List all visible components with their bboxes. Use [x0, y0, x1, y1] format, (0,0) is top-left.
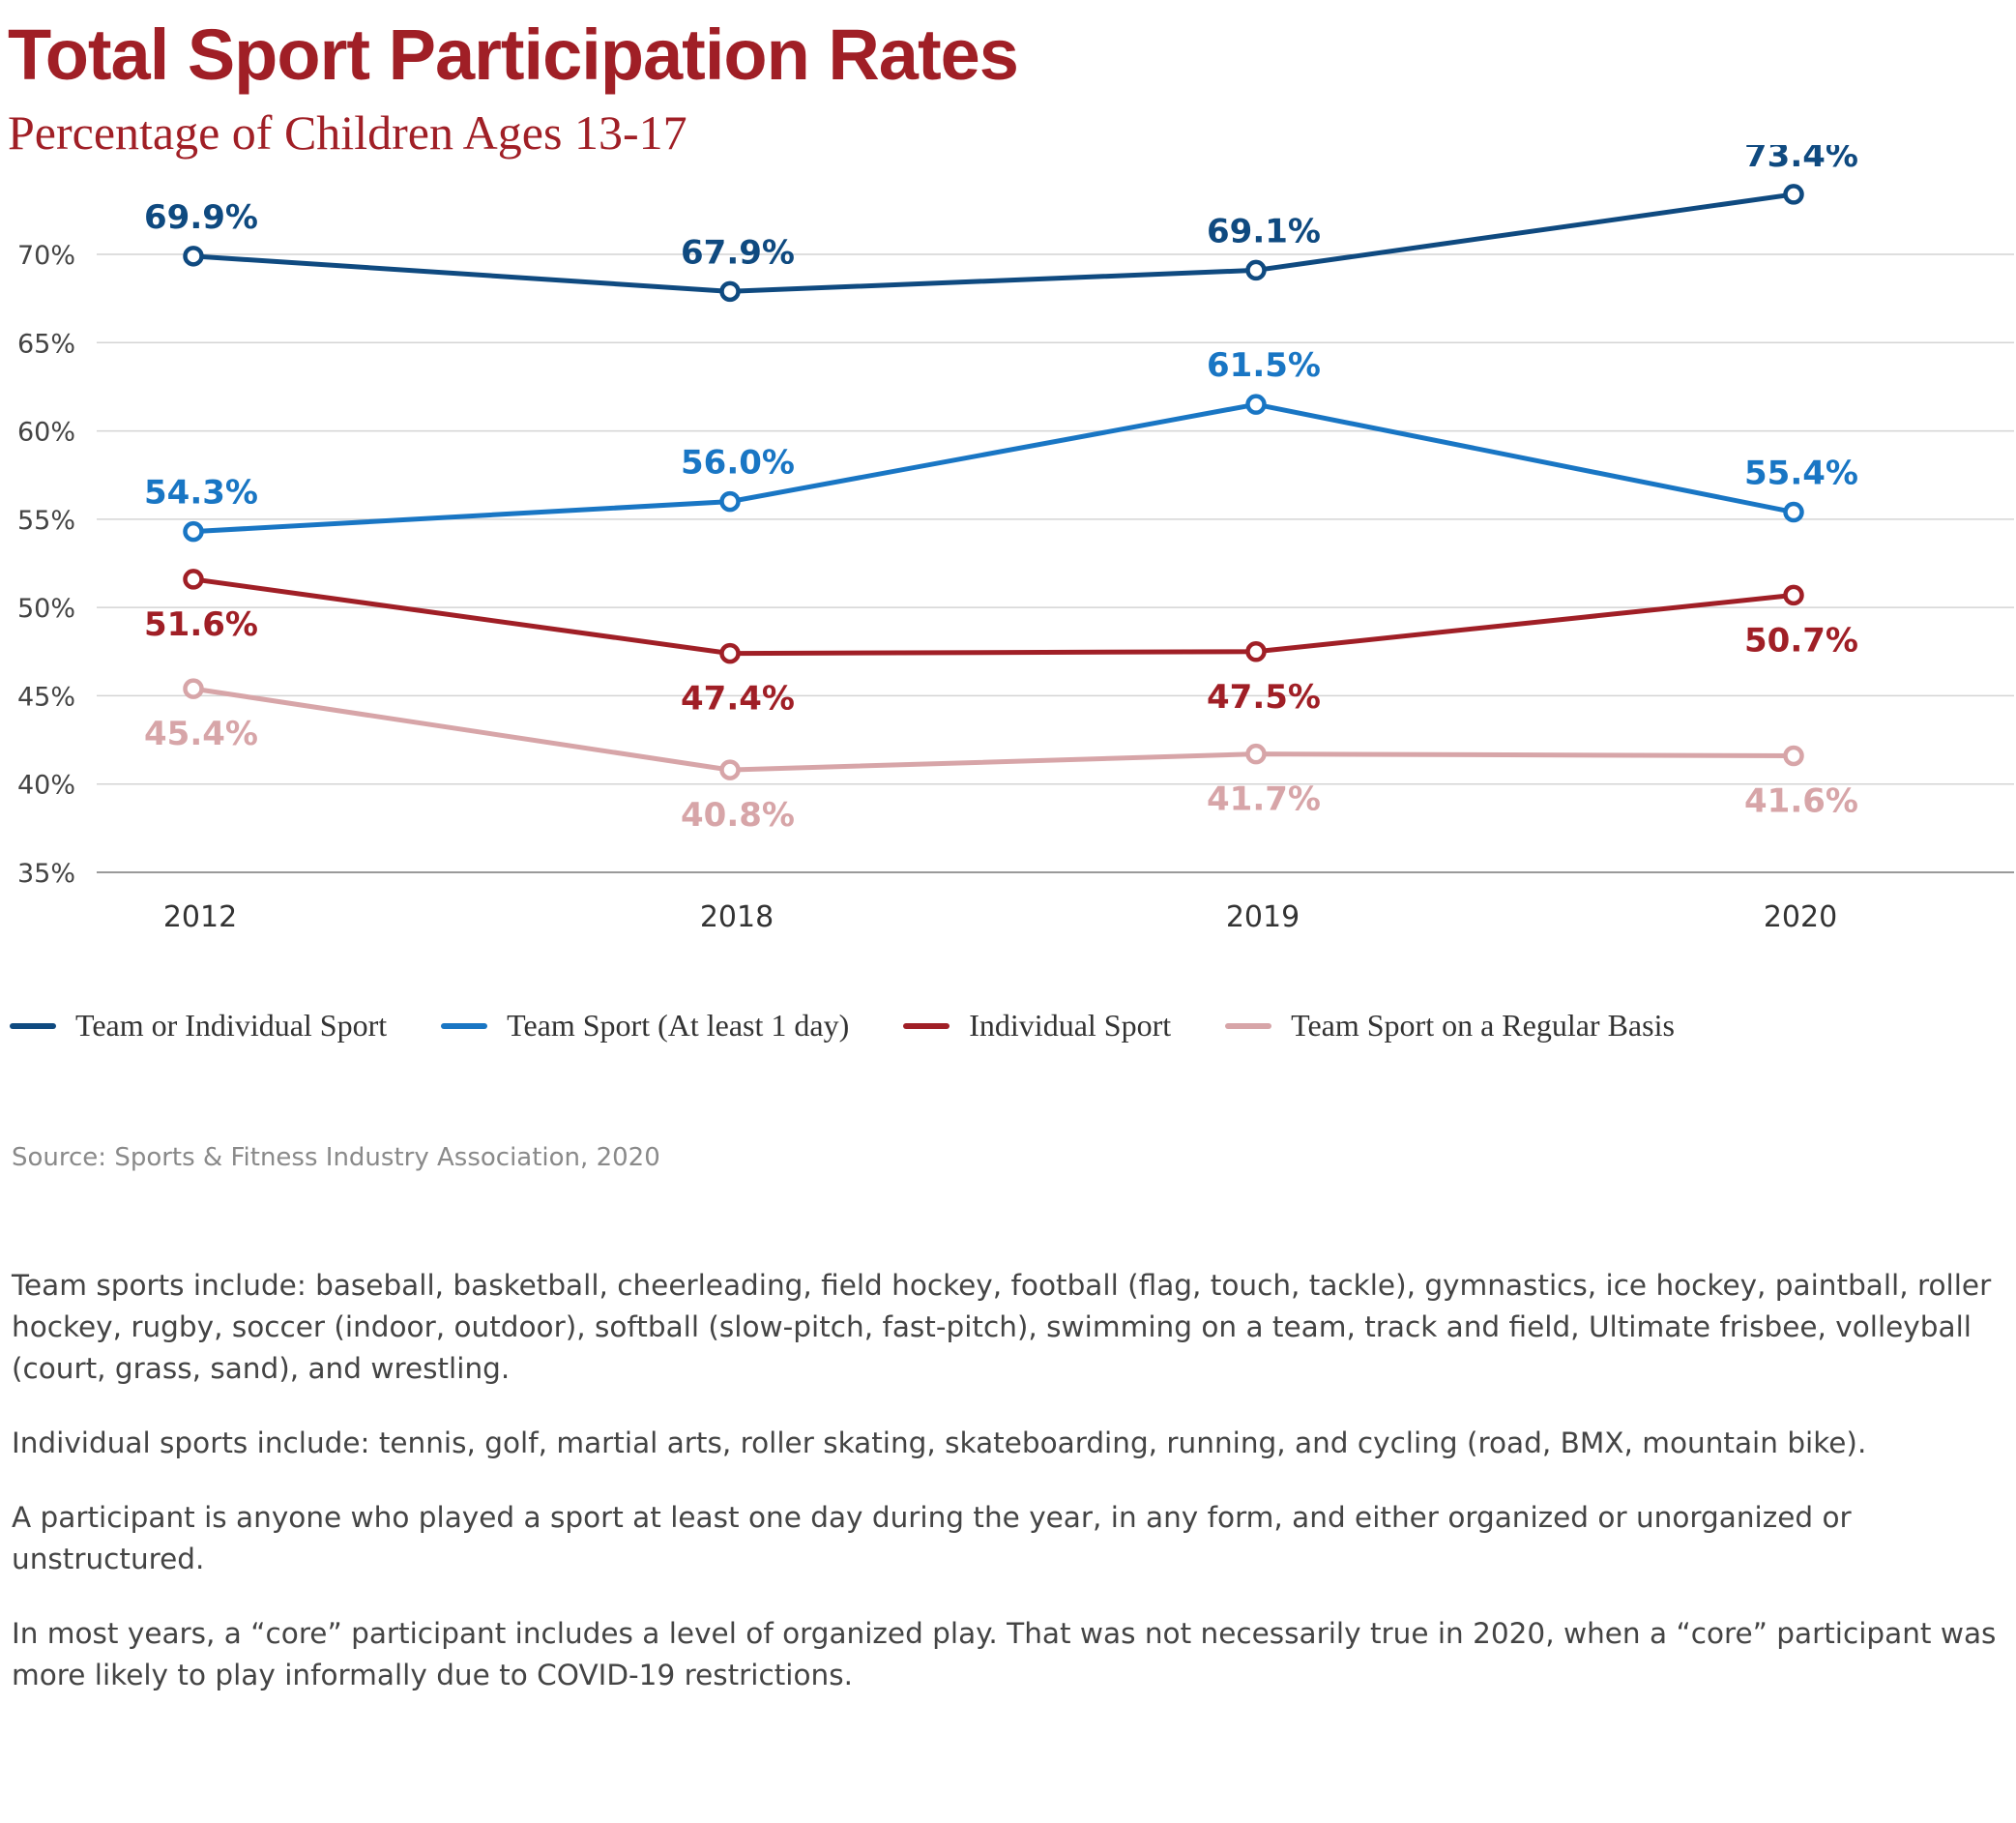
x-tick-label: 2019 — [1226, 900, 1300, 934]
data-label: 51.6% — [144, 605, 258, 644]
data-label: 73.4% — [1744, 145, 1858, 175]
source-note: Source: Sports & Fitness Industry Associ… — [12, 1143, 660, 1172]
data-point — [719, 490, 741, 513]
data-point — [1783, 184, 1804, 205]
data-label: 67.9% — [681, 233, 795, 272]
legend-swatch — [10, 1022, 56, 1029]
data-label: 61.5% — [1207, 346, 1321, 385]
data-point — [183, 520, 204, 543]
data-point — [1783, 584, 1804, 606]
data-label: 41.7% — [1207, 780, 1321, 819]
data-label: 69.1% — [1207, 212, 1321, 250]
legend-item-team-or-individual: Team or Individual Sport — [10, 1008, 387, 1044]
data-label: 69.9% — [144, 198, 258, 237]
legend-item-individual-sport: Individual Sport — [903, 1008, 1171, 1044]
legend-item-team-sport-regular: Team Sport on a Regular Basis — [1225, 1008, 1675, 1044]
data-point — [1245, 743, 1267, 765]
y-tick-label: 55% — [17, 506, 75, 536]
legend-swatch — [903, 1022, 950, 1029]
y-tick-label: 70% — [17, 241, 75, 271]
data-point — [1783, 501, 1804, 523]
x-tick-label: 2020 — [1764, 900, 1837, 934]
data-label: 54.3% — [144, 474, 258, 513]
data-label: 45.4% — [144, 715, 258, 753]
data-label: 40.8% — [681, 796, 795, 835]
y-tick-label: 65% — [17, 329, 75, 359]
footnotes: Team sports include: baseball, basketbal… — [12, 1265, 2013, 1729]
data-label: 47.4% — [681, 680, 795, 719]
x-tick-label: 2018 — [700, 900, 774, 934]
legend-swatch — [441, 1022, 488, 1029]
note-core-participant: In most years, a “core” participant incl… — [12, 1617, 1997, 1691]
note-individual-sports: Individual sports include: tennis, golf,… — [12, 1426, 1867, 1459]
y-tick-label: 50% — [17, 594, 75, 624]
data-point — [1245, 394, 1267, 415]
data-point — [183, 246, 204, 267]
chart-subtitle: Percentage of Children Ages 13-17 — [8, 105, 687, 160]
series-0 — [183, 184, 1804, 303]
legend-label: Team or Individual Sport — [75, 1008, 388, 1043]
legend-swatch — [1225, 1022, 1272, 1029]
data-point — [719, 642, 741, 664]
note-team-sports: Team sports include: baseball, basketbal… — [12, 1269, 1992, 1385]
data-point — [1783, 745, 1804, 767]
legend-label: Individual Sport — [969, 1008, 1172, 1043]
x-tick-label: 2012 — [163, 900, 237, 934]
data-point — [1245, 259, 1267, 281]
data-label: 56.0% — [681, 444, 795, 483]
gridlines — [97, 253, 2014, 873]
data-point — [183, 678, 204, 699]
y-tick-label: 40% — [17, 771, 75, 801]
y-tick-label: 35% — [17, 859, 75, 889]
series-1 — [183, 394, 1804, 543]
y-tick-label: 45% — [17, 682, 75, 712]
data-label: 50.7% — [1744, 621, 1858, 660]
chart-title: Total Sport Participation Rates — [8, 15, 1019, 95]
y-tick-label: 60% — [17, 418, 75, 448]
legend-label: Team Sport on a Regular Basis — [1291, 1008, 1675, 1043]
series-line — [190, 191, 1797, 294]
data-label: 55.4% — [1744, 455, 1858, 493]
legend-label: Team Sport (At least 1 day) — [507, 1008, 850, 1043]
legend-item-team-sport: Team Sport (At least 1 day) — [441, 1008, 849, 1044]
legend: Team or Individual Sport Team Sport (At … — [10, 1008, 1729, 1044]
series-line — [190, 686, 1797, 773]
x-axis-ticks: 2012 2018 2019 2020 — [163, 900, 1837, 934]
series-3 — [183, 678, 1804, 780]
note-participant-definition: A participant is anyone who played a spo… — [12, 1501, 1852, 1575]
data-point — [1245, 641, 1267, 662]
line-chart: 35% 40% 45% 50% 55% 60% 65% 70% 2012 2018 2019 202… — [17, 145, 2014, 934]
data-point — [719, 280, 741, 303]
y-axis-ticks: 35% 40% 45% 50% 55% 60% 65% 70% — [17, 241, 75, 889]
series-2 — [183, 569, 1804, 664]
data-labels: 69.9% 67.9% 69.1% 73.4% 54.3% 56.0% 61.5% 55.4%… — [144, 145, 1858, 835]
series-line — [190, 576, 1797, 657]
data-point — [183, 569, 204, 590]
series-lines — [183, 184, 1804, 780]
data-label: 47.5% — [1207, 678, 1321, 717]
data-label: 41.6% — [1744, 782, 1858, 821]
data-point — [719, 759, 741, 780]
series-line — [190, 401, 1797, 535]
